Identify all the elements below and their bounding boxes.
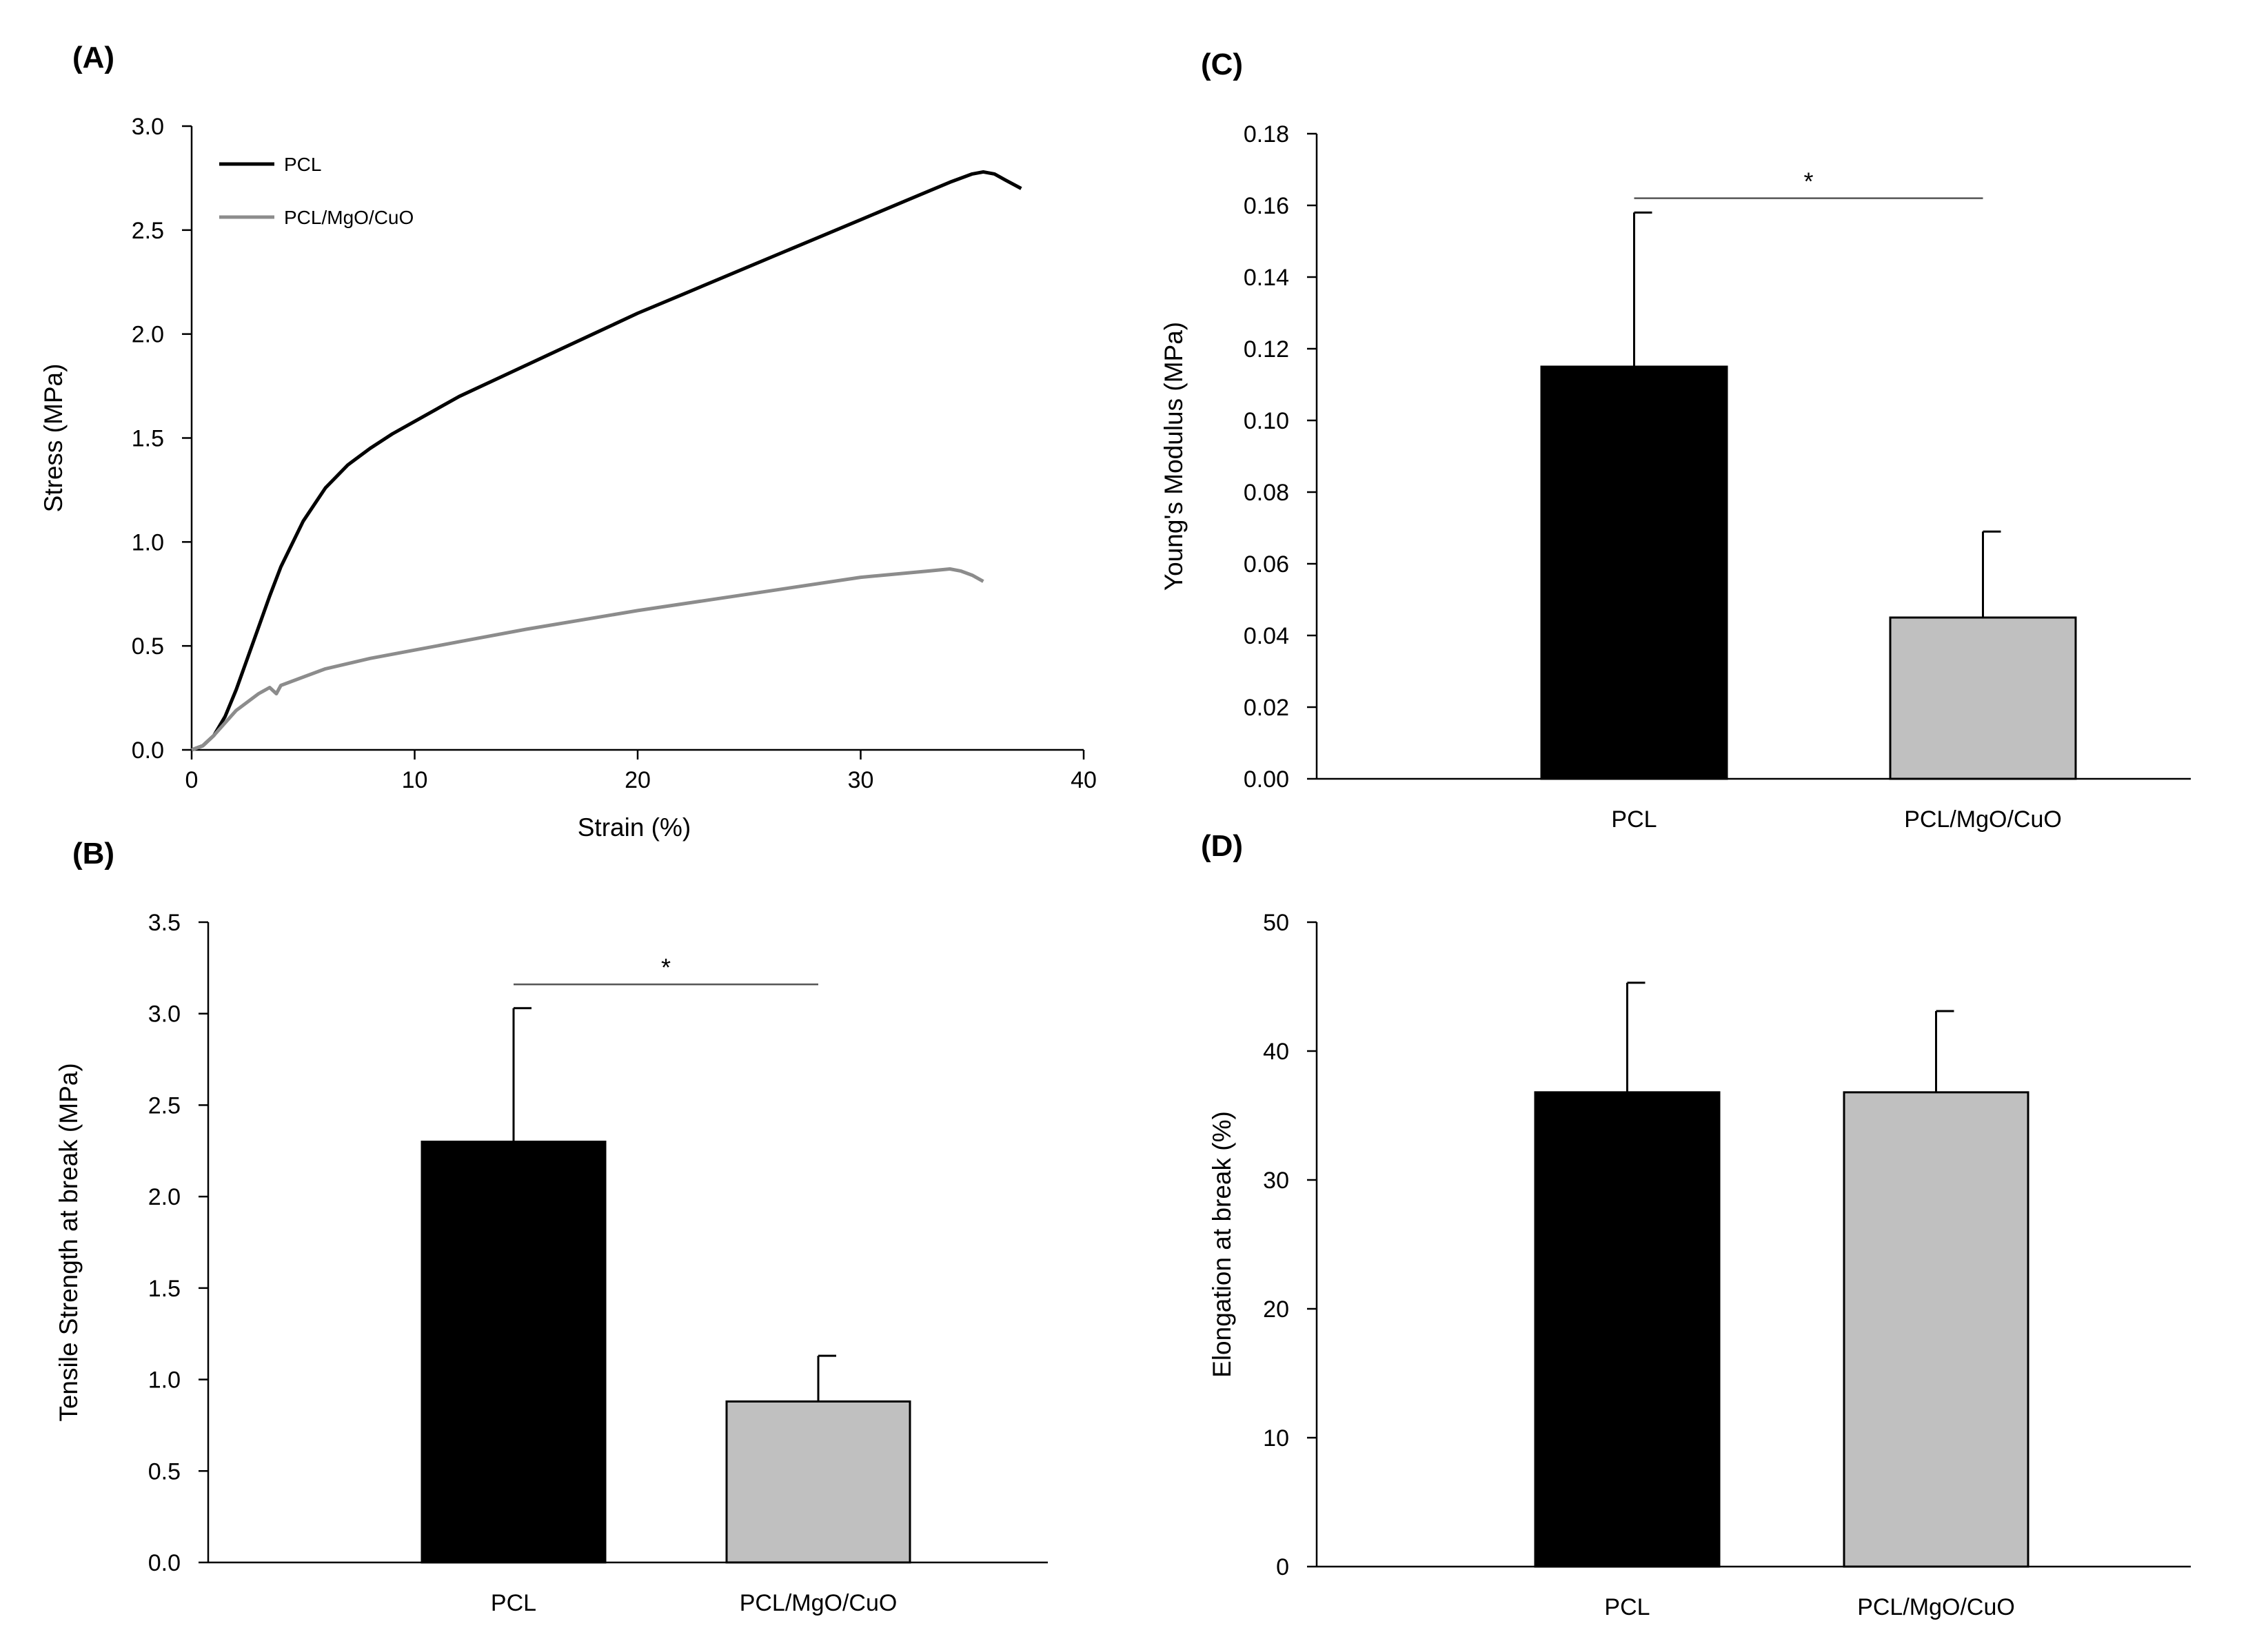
y-tick-label-C: 0.08 (1244, 480, 1289, 506)
y-tick-label-D: 40 (1263, 1039, 1289, 1065)
x-tick-label-A: 20 (625, 767, 651, 793)
y-tick-label-C: 0.16 (1244, 193, 1289, 219)
legend-entry: PCL/MgO/CuO (284, 207, 414, 228)
y-tick-label-B: 3.5 (148, 910, 181, 936)
significance-marker: * (1803, 167, 1813, 196)
x-tick-label-B: PCL (491, 1590, 536, 1616)
y-tick-label-C: 0.10 (1244, 408, 1289, 434)
x-tick-label-A: 0 (185, 767, 199, 793)
significance-marker: * (661, 953, 671, 981)
y-tick-label-D: 20 (1263, 1296, 1289, 1323)
panel-D: (D) 0 10 20 30 40 50 Elongation at break (%) PCL… (1201, 829, 2191, 1620)
y-tick-label-A: 1.5 (132, 426, 164, 452)
y-tick-label-B: 0.0 (148, 1550, 181, 1576)
y-tick-label-B: 3.0 (148, 1001, 181, 1028)
y-axis-label-A: Stress (MPa) (39, 364, 68, 513)
y-tick-label-C: 0.00 (1244, 766, 1289, 793)
y-tick-label-C: 0.14 (1244, 265, 1289, 291)
panel-A: (A) 0.0 0.5 1.0 1.5 2.0 2.5 3.0 Stress (MPa) 0 10 2… (39, 41, 1097, 842)
y-tick-label-A: 2.5 (132, 218, 164, 244)
x-tick-label-A: 30 (848, 767, 874, 793)
legend-entry: PCL (284, 154, 321, 175)
panel-label-B: (B) (72, 837, 114, 870)
bar-pcl (1540, 365, 1728, 780)
x-tick-label-A: 40 (1071, 767, 1097, 793)
y-axis-label-D: Elongation at break (%) (1208, 1111, 1236, 1378)
y-tick-label-A: 0.0 (132, 737, 164, 764)
y-tick-label-B: 1.0 (148, 1367, 181, 1394)
x-tick-label-A: 10 (402, 767, 428, 793)
x-tick-label-B: PCL/MgO/CuO (740, 1590, 898, 1616)
y-axis-label-C: Young's Modulus (MPa) (1160, 322, 1188, 591)
panel-label-A: (A) (72, 41, 114, 74)
panel-B: (B) 0.0 0.5 1.0 1.5 2.0 2.5 3.0 3.5 Tensile Stren… (54, 837, 1048, 1616)
y-tick-label-C: 0.12 (1244, 336, 1289, 363)
bar-pcl (1534, 1091, 1721, 1568)
y-tick-label-D: 50 (1263, 910, 1289, 936)
y-tick-label-A: 2.0 (132, 322, 164, 348)
y-tick-label-B: 2.0 (148, 1184, 181, 1210)
y-tick-label-A: 0.5 (132, 633, 164, 660)
x-tick-label-D: PCL (1604, 1594, 1650, 1620)
panel-C: (C) 0.00 0.02 0.04 0.06 0.08 0.10 0.12 0.14 0.16 0… (1160, 48, 2191, 833)
panel-label-D: (D) (1201, 829, 1243, 863)
x-axis-label-A: Strain (%) (578, 813, 691, 842)
y-tick-label-D: 30 (1263, 1168, 1289, 1194)
bar-pcl (421, 1141, 607, 1564)
y-tick-label-A: 3.0 (132, 114, 164, 140)
x-tick-label-C: PCL (1611, 806, 1657, 833)
x-tick-label-C: PCL/MgO/CuO (1904, 806, 2062, 833)
y-tick-label-D: 0 (1276, 1554, 1289, 1580)
series-line-pcl-mgo-cuo (191, 567, 984, 752)
y-tick-label-D: 10 (1263, 1425, 1289, 1451)
bar-pcl-mgo-cuo (725, 1400, 911, 1564)
y-tick-label-B: 2.5 (148, 1092, 181, 1119)
panel-label-C: (C) (1201, 48, 1243, 81)
bar-pcl-mgo-cuo (1843, 1091, 2029, 1568)
y-tick-label-C: 0.18 (1244, 121, 1289, 147)
y-tick-label-C: 0.04 (1244, 623, 1289, 649)
x-tick-label-D: PCL/MgO/CuO (1857, 1594, 2015, 1620)
y-tick-label-C: 0.02 (1244, 695, 1289, 721)
series-line-pcl (191, 170, 1022, 752)
y-tick-label-C: 0.06 (1244, 551, 1289, 578)
bar-pcl-mgo-cuo (1889, 616, 2077, 780)
y-axis-label-B: Tensile Strength at break (MPa) (54, 1063, 83, 1421)
y-tick-label-A: 1.0 (132, 529, 164, 556)
y-tick-label-B: 1.5 (148, 1276, 181, 1302)
y-tick-label-B: 0.5 (148, 1458, 181, 1485)
